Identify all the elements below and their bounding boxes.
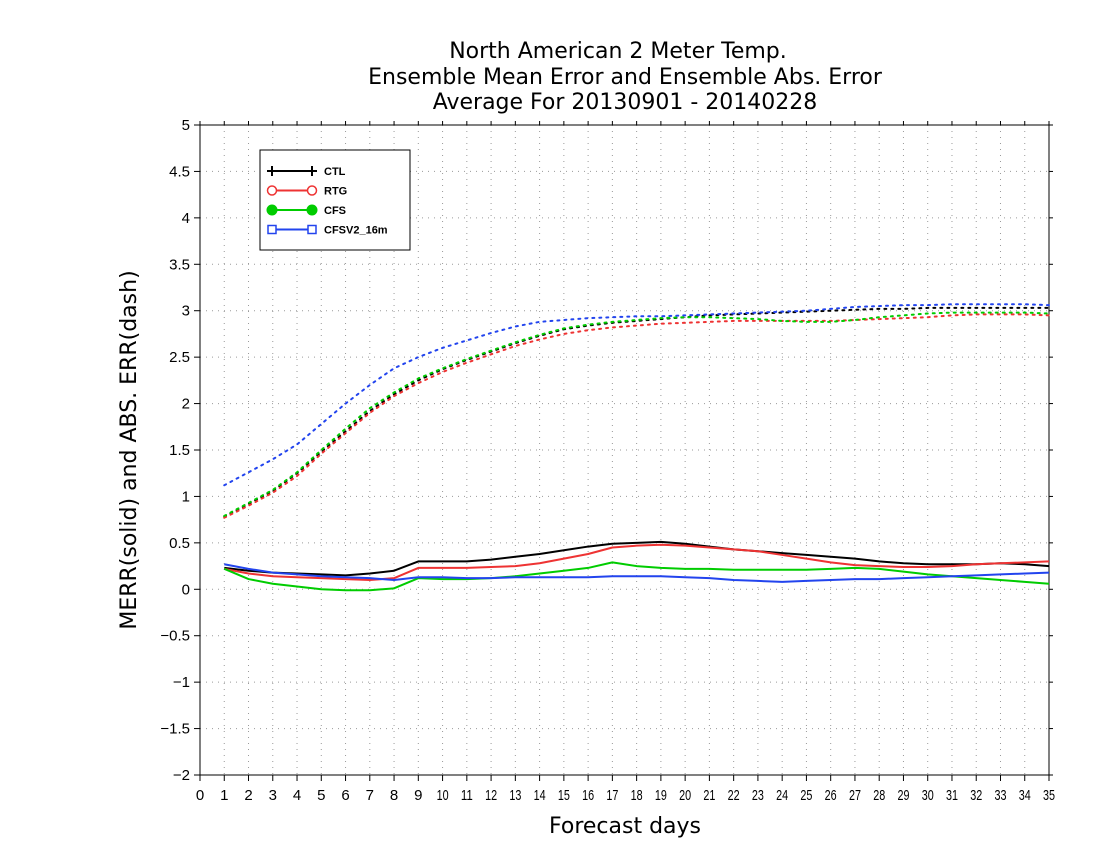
y-tick-label: 4 (182, 210, 190, 227)
series-ctl-merr-line (224, 540, 1050, 577)
series-ctl-abs-err-line (223, 306, 1050, 518)
x-tick-label: 9 (414, 787, 422, 804)
y-tick-label: 1 (182, 488, 190, 505)
x-tick-labels: 0 1 2 3 4 5 6 7 8 9 10 11 12 13 14 15 16 17 18 19 20 21 22 23 24… (196, 787, 1055, 804)
x-tick-label: 28 (873, 787, 885, 804)
y-axis-label: MERR(solid) and ABS. ERR(dash) (117, 270, 142, 629)
x-tick-label: 18 (631, 787, 643, 804)
x-tick-label: 22 (728, 787, 740, 804)
legend-marker-circle (306, 185, 318, 196)
series-cfsv2-16m-abs-err-line (223, 303, 1050, 487)
legend-label-rtg: RTG (324, 186, 347, 198)
y-tick-label: 2 (182, 396, 190, 413)
x-tick-label: 20 (679, 787, 691, 804)
x-tick-label: 10 (437, 787, 449, 804)
x-tick-label: 3 (269, 787, 277, 804)
x-tick-label: 12 (485, 787, 497, 804)
chart-title-line-3: Average For 20130901 - 20140228 (433, 90, 818, 115)
x-tick-label: 8 (390, 787, 398, 804)
x-tick-label: 17 (606, 787, 618, 804)
y-tick-label: 1.5 (169, 442, 190, 459)
legend: CTL RTG CFS CFSV2_16m (259, 149, 411, 251)
x-tick-label: 16 (582, 787, 594, 804)
legend-box (259, 149, 411, 251)
y-tick-label: 3 (182, 303, 190, 320)
chart-title-line-2: Ensemble Mean Error and Ensemble Abs. Er… (368, 65, 883, 90)
y-tick-label: −0.5 (160, 628, 190, 645)
legend-marker-dot (266, 204, 278, 216)
y-tick-label: 4.5 (169, 163, 190, 180)
legend-label-cfsv2-16m: CFSV2_16m (324, 225, 388, 237)
x-tick-label: 27 (849, 787, 861, 804)
x-tick-label: 21 (703, 787, 715, 804)
x-tick-label: 5 (317, 787, 325, 804)
chart-title-line-1: North American 2 Meter Temp. (449, 39, 787, 64)
axes (194, 121, 1053, 781)
x-tick-label: 35 (1043, 787, 1055, 804)
x-tick-label: 24 (776, 787, 788, 804)
series-cfs-merr-line (223, 561, 1050, 592)
series-cfs-abs-err-line (223, 311, 1050, 517)
x-tick-label: 26 (825, 787, 837, 804)
legend-label-cfs: CFS (324, 205, 346, 217)
x-tick-label: 4 (293, 787, 301, 804)
legend-marker-square (267, 224, 277, 235)
series-rtg-merr-line (224, 543, 1050, 581)
y-tick-labels: −2 −1.5 −1 −0.5 0 0.5 1 1.5 2 2.5 3 3.5 4 4.5 5 (160, 117, 190, 784)
x-tick-label: 33 (994, 787, 1006, 804)
x-tick-label: 32 (970, 787, 982, 804)
gridlines (200, 125, 1049, 775)
y-tick-label: 3.5 (169, 256, 190, 273)
y-tick-label: 2.5 (169, 349, 190, 366)
plot-frame (199, 124, 1050, 776)
x-tick-label: 29 (897, 787, 909, 804)
x-tick-label: 15 (558, 787, 570, 804)
legend-marker-plus (307, 166, 317, 176)
x-tick-label: 23 (752, 787, 764, 804)
x-tick-label: 14 (534, 787, 546, 804)
x-tick-label: 1 (220, 787, 228, 804)
x-tick-label: 13 (509, 787, 521, 804)
y-tick-label: 0 (182, 581, 190, 598)
x-tick-label: 2 (244, 787, 252, 804)
x-tick-label: 30 (922, 787, 934, 804)
x-tick-label: 19 (655, 787, 667, 804)
chart-title: North American 2 Meter Temp. Ensemble Me… (368, 39, 883, 115)
x-tick-label: 34 (1019, 787, 1031, 804)
legend-marker-plus (267, 166, 277, 176)
series-rtg-abs-err-line (223, 313, 1050, 519)
legend-marker-square (307, 224, 317, 235)
y-tick-label: −1.5 (160, 721, 190, 738)
x-tick-label: 7 (366, 787, 374, 804)
y-tick-label: 5 (182, 117, 190, 134)
x-axis-label: Forecast days (549, 814, 701, 839)
y-tick-label: 0.5 (169, 535, 190, 552)
series-lines (223, 303, 1050, 592)
x-tick-label: 31 (946, 787, 958, 804)
x-tick-label: 25 (800, 787, 812, 804)
legend-marker-dot (306, 204, 318, 216)
series-cfsv2-16m-merr-line (224, 563, 1050, 583)
legend-marker-circle (266, 185, 278, 196)
y-tick-label: −2 (173, 767, 190, 784)
x-tick-label: 11 (461, 787, 473, 804)
y-tick-label: −1 (173, 674, 190, 691)
x-tick-label: 0 (196, 787, 204, 804)
x-tick-label: 6 (341, 787, 349, 804)
legend-label-ctl: CTL (324, 166, 346, 178)
